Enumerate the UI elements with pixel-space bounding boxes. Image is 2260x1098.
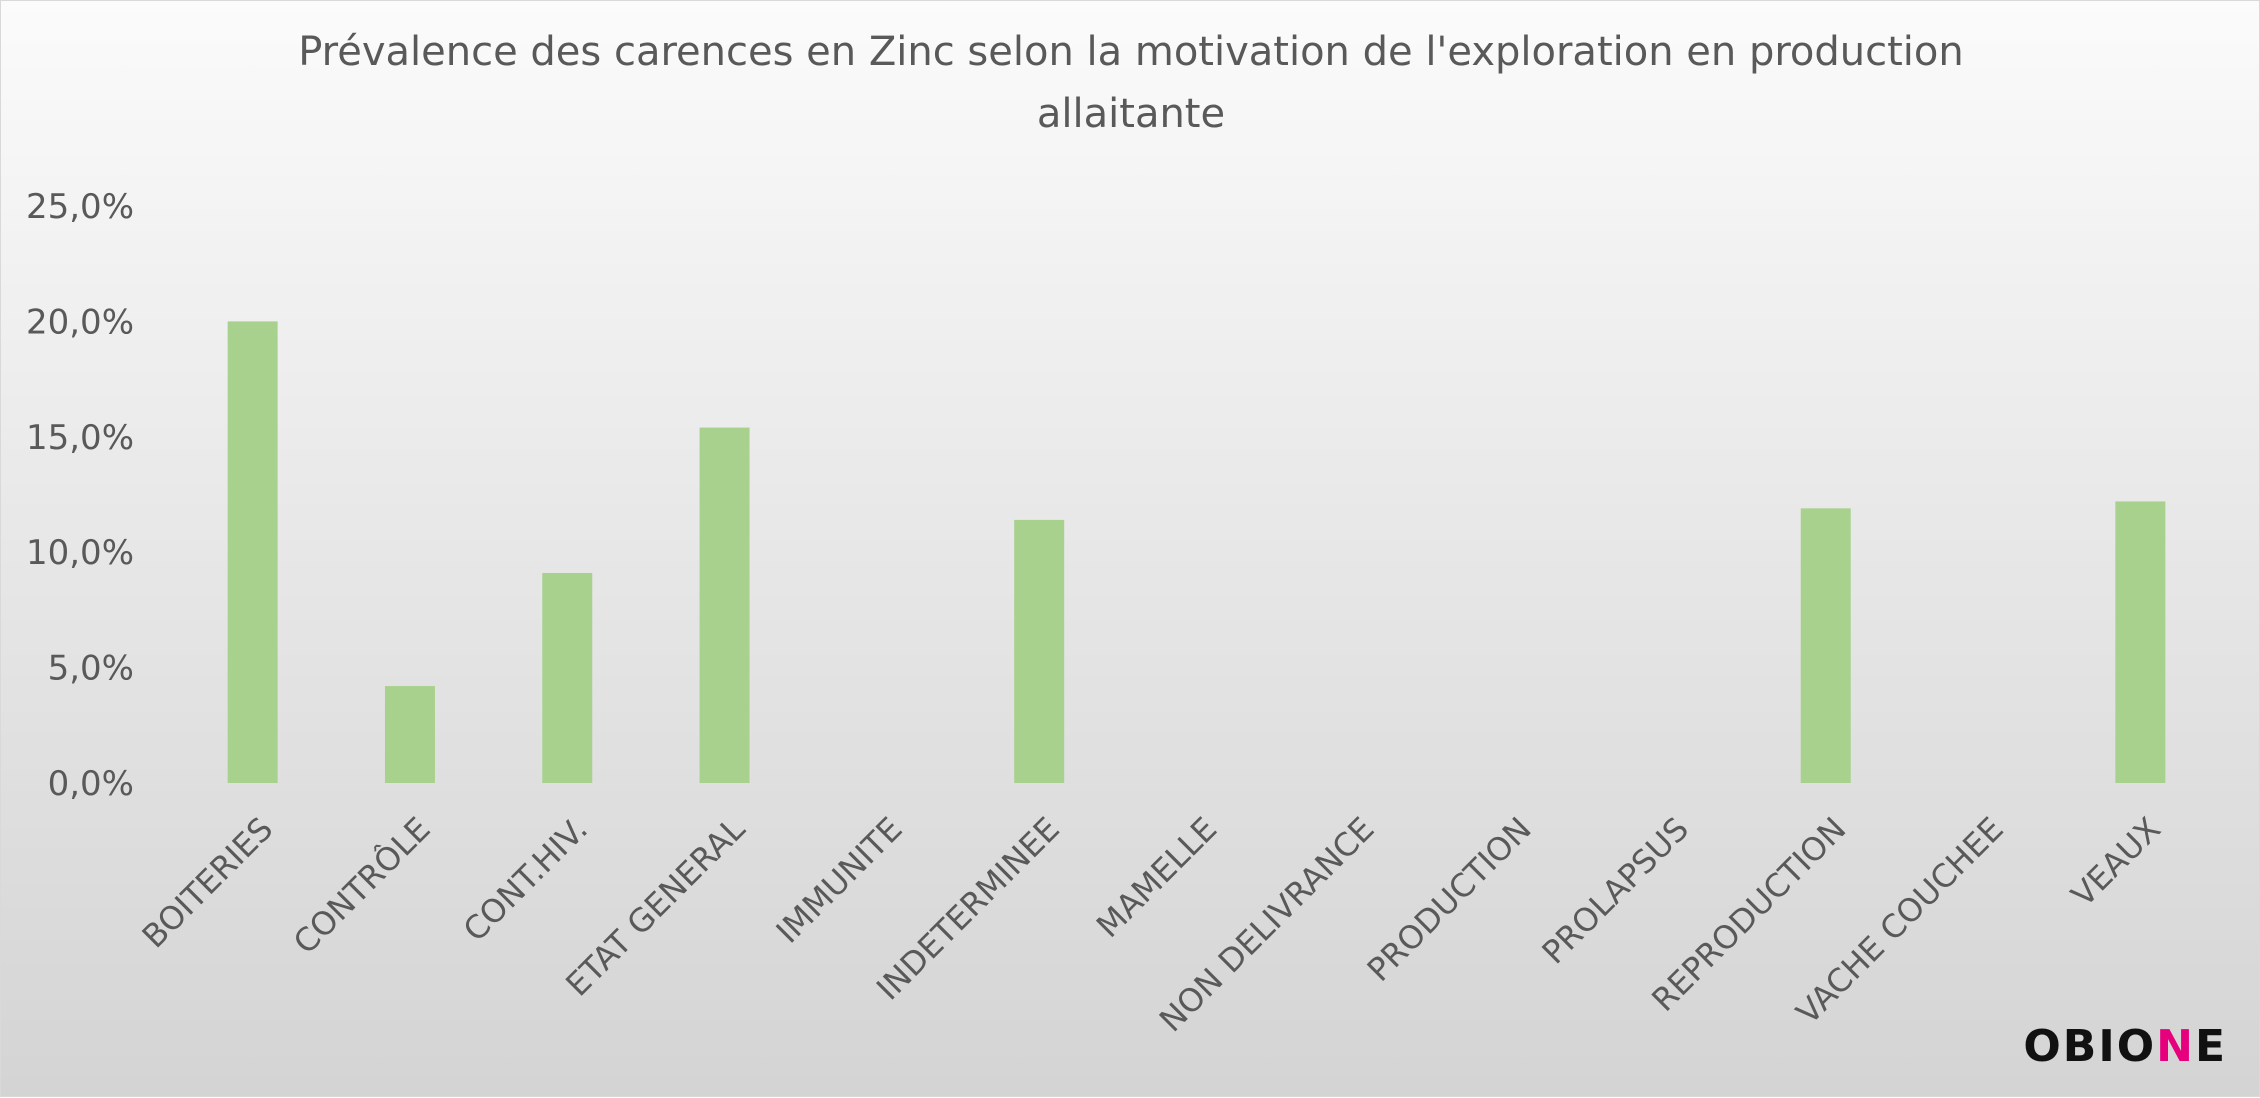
bar-10 [1800, 508, 1851, 783]
x-category-label-0: BOITERIES [135, 810, 281, 956]
logo-text-start: OBIO [2023, 1021, 2157, 1072]
y-tick-label-3: 15,0% [26, 418, 134, 458]
bar-3 [699, 427, 750, 783]
y-tick-label-1: 5,0% [48, 649, 134, 689]
logo-text-accent: N [2156, 1021, 2195, 1072]
x-category-label-6: MAMELLE [1089, 810, 1224, 945]
chart-title-line-1: Prévalence des carences en Zinc selon la… [298, 29, 1964, 75]
x-category-label-8: PRODUCTION [1360, 810, 1539, 989]
bar-2 [542, 572, 593, 783]
bar-12 [2115, 501, 2166, 783]
y-tick-label-2: 10,0% [26, 533, 134, 573]
bar-5 [1014, 519, 1065, 783]
x-category-label-1: CONTRÔLE [285, 809, 437, 961]
x-category-label-9: PROLAPSUS [1534, 810, 1696, 972]
x-category-label-4: IMMUNITE [769, 810, 910, 951]
obione-logo: OBIONE [2023, 1021, 2227, 1072]
logo-text-end: E [2194, 1021, 2227, 1072]
y-tick-label-4: 20,0% [26, 302, 134, 342]
y-tick-label-0: 0,0% [48, 764, 134, 804]
x-category-label-2: CONT.HIV. [456, 810, 595, 949]
bar-0 [227, 321, 278, 783]
chart-title-line-2: allaitante [1037, 91, 1225, 137]
bar-1 [384, 686, 435, 783]
y-tick-label-5: 25,0% [26, 187, 134, 227]
x-category-label-12: VEAUX [2064, 810, 2168, 914]
